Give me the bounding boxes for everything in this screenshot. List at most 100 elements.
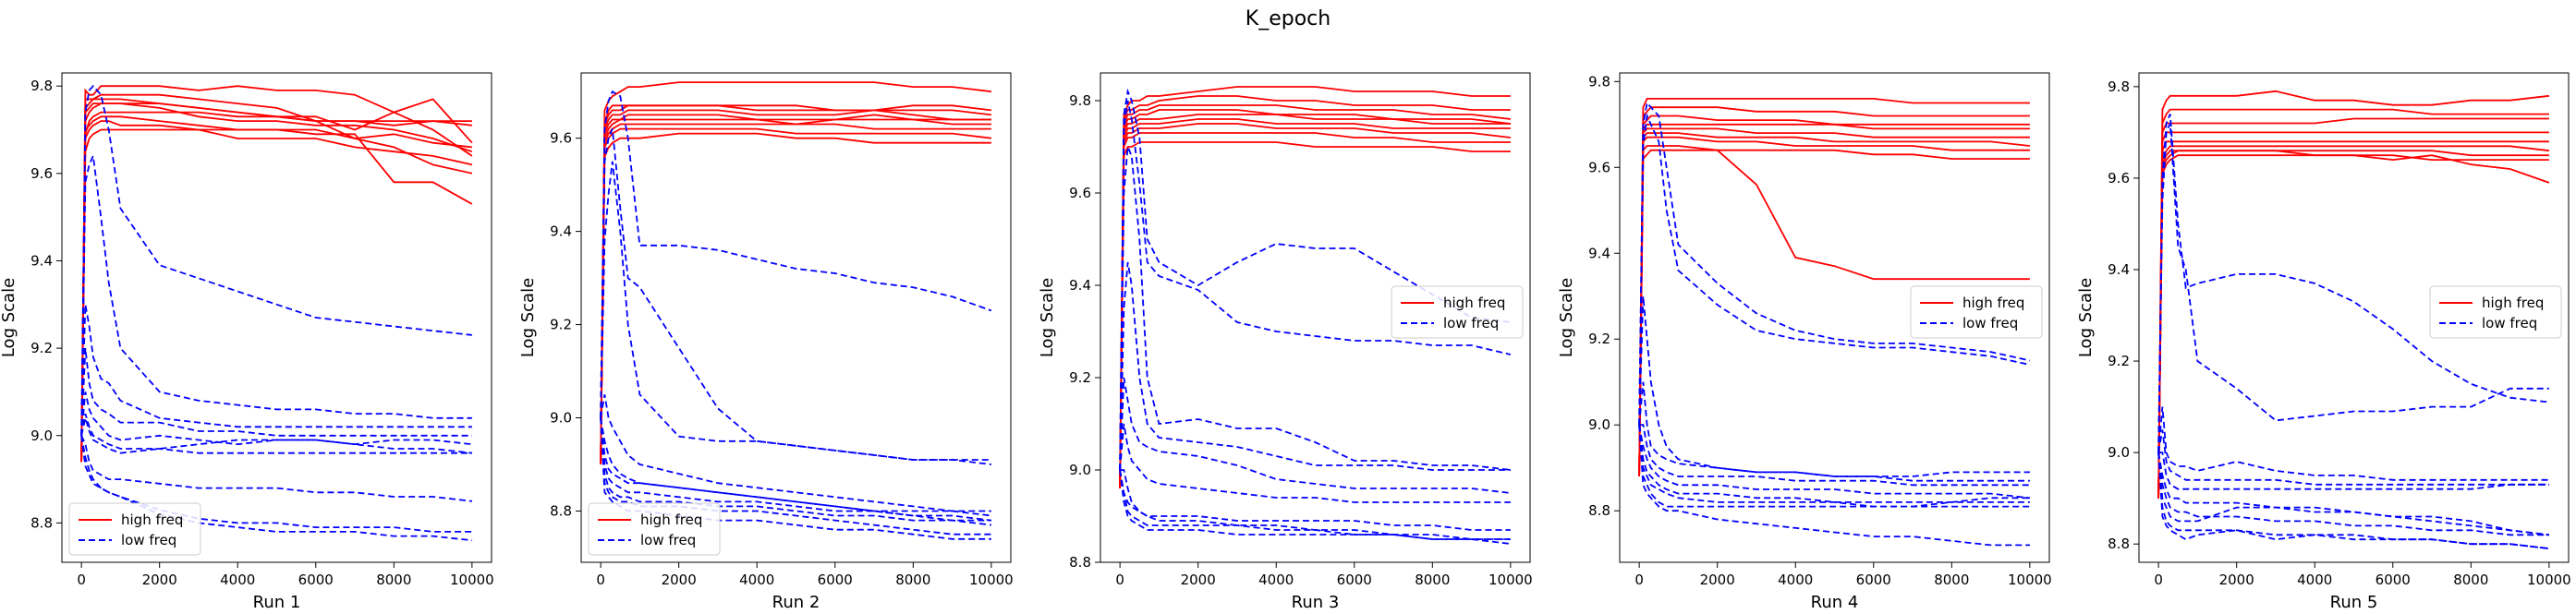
low-freq-line-10: [1638, 101, 2031, 426]
low-freq-line-18: [80, 435, 472, 533]
high-freq-line-9: [1638, 149, 2030, 477]
x-tick-label: 2000: [1700, 572, 1735, 588]
high-freq-line-9: [600, 104, 991, 465]
y-tick-label: 9.8: [2108, 78, 2130, 95]
y-tick-label: 9.4: [2108, 261, 2130, 278]
legend-low-freq-label: low freq: [640, 532, 696, 548]
low-freq-line-11: [1638, 113, 2031, 426]
low-freq-line-11: [1119, 100, 1512, 471]
y-tick-label: 9.0: [30, 427, 53, 444]
high-freq-line-9: [1119, 141, 1511, 489]
x-tick-label: 2000: [142, 572, 177, 588]
low-freq-line-16: [600, 417, 991, 522]
low-freq-line-17: [80, 435, 473, 502]
y-tick-label: 9.6: [550, 130, 572, 147]
y-tick-label: 9.0: [2108, 444, 2130, 461]
legend-high-freq-label: high freq: [640, 512, 702, 528]
low-freq-line-11: [80, 152, 472, 436]
y-tick-label: 8.8: [2108, 536, 2130, 552]
x-axis-label: Run 3: [1292, 593, 1340, 612]
high-freq-line-8: [1119, 132, 1511, 489]
y-tick-label: 9.6: [30, 165, 53, 182]
low-freq-line-19: [1638, 425, 2030, 547]
high-freq-line-6: [600, 123, 991, 465]
x-axis-label: Run 5: [2330, 593, 2378, 612]
x-axis-label: Run 1: [253, 593, 301, 612]
legend-low-freq-label: low freq: [1962, 315, 2018, 331]
subplot-2: 0 2000 4000 6000 8000 10000 8.8 9.0 9.2 9.4 9.6 Run…: [518, 72, 1014, 612]
x-tick-label: 4000: [739, 572, 774, 588]
high-freq-line-5: [80, 120, 473, 463]
high-freq-line-4: [1638, 123, 2030, 477]
axes-frame: [2138, 72, 2570, 563]
low-freq-line-13: [80, 348, 472, 437]
low-freq-line-12: [1119, 146, 1512, 471]
low-freq-line-11: [600, 128, 992, 465]
x-tick-label: 10000: [450, 572, 494, 588]
high-freq-line-8: [80, 98, 472, 463]
x-tick-label: 8000: [2453, 572, 2488, 588]
high-freq-line-4: [80, 115, 473, 463]
low-freq-line-13: [600, 394, 991, 512]
low-freq-line-12: [2157, 406, 2549, 481]
high-freq-line-7: [1119, 123, 1512, 489]
legend-high-freq-label: high freq: [2482, 295, 2544, 311]
high-freq-line-9: [2157, 150, 2550, 499]
low-freq-line-16: [2157, 451, 2549, 536]
high-freq-line-8: [1638, 145, 2030, 477]
low-freq-line-10: [2157, 114, 2550, 453]
high-freq-line-4: [2157, 131, 2549, 499]
x-tick-label: 10000: [969, 572, 1014, 588]
high-freq-line-6: [1638, 132, 2030, 477]
low-freq-line-10: [1119, 88, 1512, 471]
low-freq-line-19: [1119, 469, 1511, 531]
low-freq-line-14: [2158, 451, 2549, 490]
y-tick-label: 8.8: [550, 502, 572, 519]
low-freq-line-15: [80, 413, 472, 454]
y-axis-label: Log Scale: [1557, 278, 1576, 357]
low-freq-line-14: [600, 417, 992, 517]
low-freq-line-13: [1119, 261, 1511, 471]
y-tick-label: 9.2: [550, 317, 572, 333]
y-tick-label: 8.8: [30, 514, 53, 531]
y-tick-label: 9.6: [1588, 159, 1610, 175]
high-freq-line-7: [80, 102, 473, 463]
y-tick-label: 8.8: [1069, 554, 1091, 571]
x-tick-label: 0: [1115, 572, 1124, 588]
y-tick-label: 8.8: [1588, 502, 1610, 519]
high-freq-line-9: [80, 93, 472, 463]
high-freq-line-1: [2157, 90, 2550, 499]
x-tick-label: 0: [77, 572, 86, 588]
high-freq-line-3: [2157, 117, 2549, 499]
low-freq-line-18: [2157, 452, 2550, 549]
x-tick-label: 8000: [1415, 572, 1450, 588]
high-freq-line-8: [600, 132, 991, 465]
x-tick-label: 6000: [2376, 572, 2411, 588]
x-tick-label: 4000: [220, 572, 255, 588]
high-freq-line-3: [600, 109, 992, 465]
y-axis-label: Log Scale: [2076, 278, 2096, 357]
x-tick-label: 0: [596, 572, 605, 588]
subplot-3: 0 2000 4000 6000 8000 10000 8.8 9.0 9.2 9.4 9.6 9.8…: [1038, 72, 1533, 612]
y-tick-label: 9.2: [2108, 353, 2130, 369]
legend-high-freq-label: high freq: [121, 512, 183, 528]
legend-box: [2429, 285, 2562, 339]
low-freq-line-16: [80, 415, 472, 454]
y-tick-label: 9.2: [1588, 331, 1610, 347]
figure-title: K_epoch: [1245, 7, 1331, 30]
high-freq-line-1: [600, 81, 992, 465]
high-freq-line-2: [2157, 108, 2549, 499]
y-axis-label: Log Scale: [518, 278, 538, 357]
x-tick-label: 10000: [1488, 572, 1533, 588]
x-tick-label: 2000: [662, 572, 697, 588]
low-freq-line-14: [1119, 377, 1512, 494]
low-freq-line-15: [1638, 425, 2030, 500]
y-tick-label: 9.0: [1069, 462, 1091, 478]
y-tick-label: 9.4: [1588, 245, 1610, 261]
x-tick-label: 4000: [1258, 572, 1294, 588]
low-freq-line-11: [2157, 123, 2549, 453]
low-freq-line-16: [1120, 469, 1511, 540]
subplot-grid: 0 2000 4000 6000 8000 10000 8.8 9.0 9.2 9.4 9.6 9.8…: [0, 72, 2571, 612]
axes-frame: [580, 72, 1012, 563]
legend-low-freq-label: low freq: [121, 532, 176, 548]
